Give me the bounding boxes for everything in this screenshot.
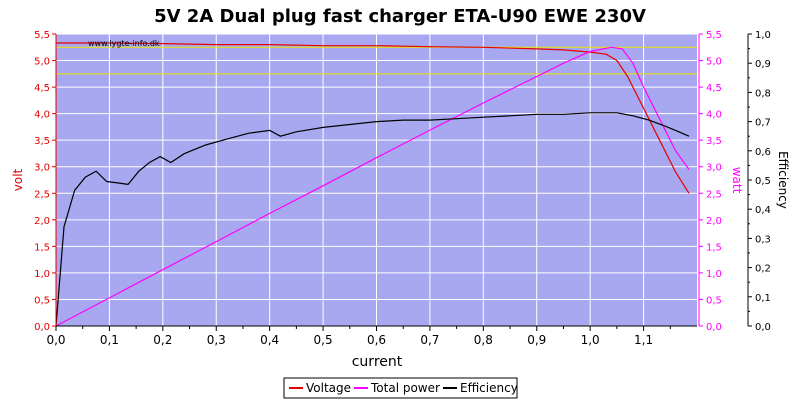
y-right2-tick-label: 1,0 [755, 30, 771, 41]
x-tick-label: 0,5 [314, 333, 333, 347]
y-left-tick-label: 5,0 [34, 57, 50, 68]
chart-title: 5V 2A Dual plug fast charger ETA-U90 EWE… [154, 6, 646, 27]
y-right1-tick-label: 4,0 [706, 110, 722, 121]
y-right2-tick-label: 0,2 [755, 264, 771, 275]
y-right2-tick-label: 0,9 [755, 59, 771, 70]
legend-box [283, 377, 518, 399]
y-left-tick-label: 1,5 [34, 242, 50, 253]
y-left-tick-label: 2,5 [34, 189, 50, 200]
legend-label-voltage: Voltage [306, 381, 351, 395]
y-right1-tick-label: 5,5 [706, 30, 722, 41]
series-power-line [55, 46, 690, 327]
legend-label-power: Total power [370, 381, 440, 395]
y-right2-tick-label: 0,5 [755, 176, 771, 187]
watermark: www.lygte-info.dk [88, 39, 160, 48]
y-right1-tick-label: 2,5 [706, 189, 722, 200]
x-tick-label: 0,4 [260, 333, 279, 347]
y-left-tick-label: 3,5 [34, 136, 50, 147]
y-right1-tick-label: 2,0 [706, 216, 722, 227]
x-tick-label: 0,2 [153, 333, 172, 347]
y-left-tick-label: 0,0 [34, 322, 50, 333]
y-right1-tick-label: 3,5 [706, 136, 722, 147]
x-tick-label: 0,0 [46, 333, 65, 347]
x-tick-label: 0,7 [420, 333, 439, 347]
y-left-tick-label: 4,0 [34, 110, 50, 121]
series-efficiency-line [55, 112, 690, 327]
y-right1-tick-label: 1,5 [706, 242, 722, 253]
legend: Voltage Total power Efficiency [283, 377, 518, 399]
y-right1-tick-label: 1,0 [706, 269, 722, 280]
axes: 0,0 0,1 0,2 0,3 0,4 0,5 0,6 0,7 0,8 0,9 1,0 1,10,00… [34, 30, 771, 347]
y-right1-tick-label: 4,5 [706, 83, 722, 94]
y-right2-tick-label: 0,4 [755, 205, 771, 216]
series-voltage-line [56, 42, 690, 194]
x-tick-label: 0,1 [100, 333, 119, 347]
y-axis-left-label: volt [11, 168, 25, 191]
y-right1-tick-label: 0,5 [706, 295, 722, 306]
x-tick-label: 0,6 [367, 333, 386, 347]
y-right2-tick-label: 0,1 [755, 293, 771, 304]
y-right1-tick-label: 5,0 [706, 57, 722, 68]
y-left-tick-label: 2,0 [34, 216, 50, 227]
y-right2-tick-label: 0,6 [755, 147, 771, 158]
series-lines [55, 42, 690, 327]
x-tick-label: 0,9 [527, 333, 546, 347]
x-tick-label: 0,3 [207, 333, 226, 347]
y-right2-tick-label: 0,0 [755, 322, 771, 333]
y-axis-right2-label: Efficiency [776, 151, 790, 209]
reference-lines [56, 46, 697, 75]
y-right1-tick-label: 0,0 [706, 322, 722, 333]
y-right1-tick-label: 3,0 [706, 163, 722, 174]
x-tick-label: 0,8 [474, 333, 493, 347]
x-tick-label: 1,0 [581, 333, 600, 347]
x-tick-label: 1,1 [634, 333, 653, 347]
x-axis-label: current [352, 354, 403, 370]
y-right2-tick-label: 0,7 [755, 118, 771, 129]
grid-lines [55, 33, 697, 327]
y-right2-tick-label: 0,8 [755, 88, 771, 99]
y-left-tick-label: 4,5 [34, 83, 50, 94]
y-left-tick-label: 3,0 [34, 163, 50, 174]
y-left-tick-label: 5,5 [34, 30, 50, 41]
y-right2-tick-label: 0,3 [755, 234, 771, 245]
y-left-tick-label: 0,5 [34, 295, 50, 306]
legend-label-efficiency: Efficiency [460, 381, 518, 395]
y-axis-right1-label: watt [730, 167, 744, 194]
y-left-tick-label: 1,0 [34, 269, 50, 280]
